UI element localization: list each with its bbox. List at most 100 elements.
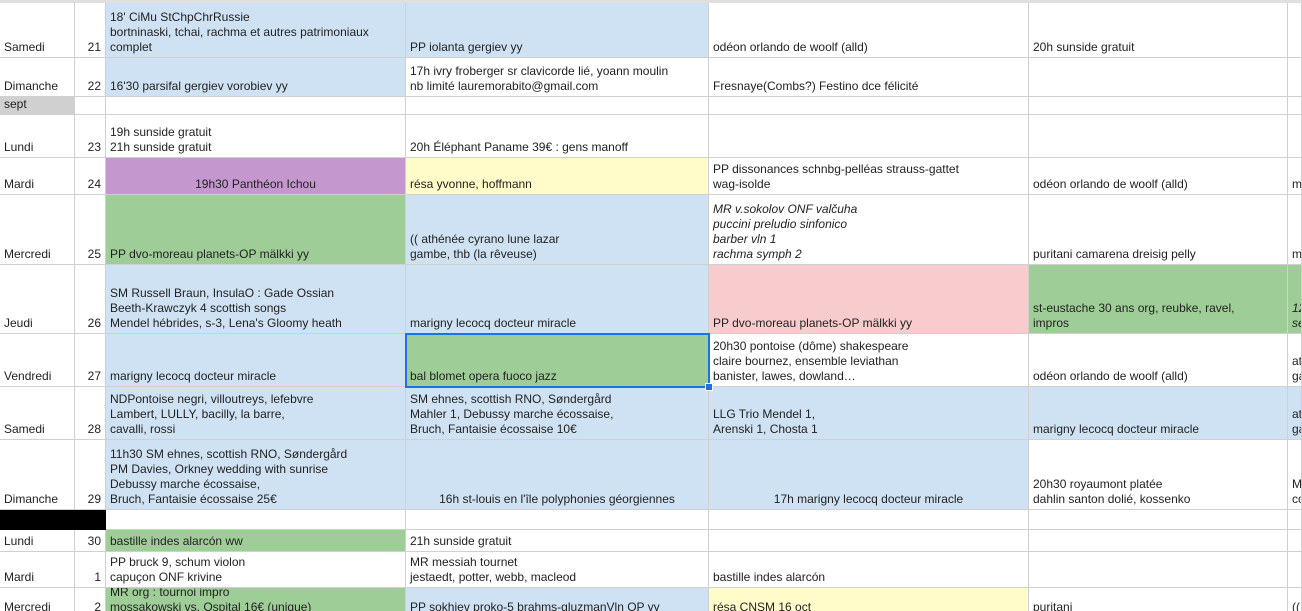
event-cell[interactable]: puritani camarena dreisig pelly: [1029, 195, 1288, 265]
event-cell[interactable]: PP sokhiev proko-5 brahms-gluzmanVln OP …: [406, 588, 709, 611]
event-cell[interactable]: 19h30 Panthéon Ichou: [106, 158, 406, 195]
event-cell[interactable]: [1029, 115, 1288, 158]
event-cell[interactable]: [1288, 530, 1302, 552]
event-cell[interactable]: 21h sunside gratuit: [406, 530, 709, 552]
day-number-cell[interactable]: 25: [75, 195, 106, 265]
event-cell[interactable]: [406, 97, 709, 115]
event-cell[interactable]: 17h marigny lecocq docteur miracle: [709, 440, 1029, 510]
event-cell[interactable]: bastille indes alarcón: [709, 552, 1029, 588]
event-cell[interactable]: [709, 530, 1029, 552]
event-cell[interactable]: [1288, 58, 1302, 97]
day-name-cell[interactable]: Mardi: [0, 158, 75, 195]
event-cell[interactable]: SM ehnes, scottish RNO, Søndergård Mahle…: [406, 387, 709, 440]
event-cell[interactable]: résa CNSM 16 oct: [709, 588, 1029, 611]
event-cell[interactable]: MR v.sokolov ONF valčuha puccini preludi…: [709, 195, 1029, 265]
event-cell[interactable]: [1029, 530, 1288, 552]
event-cell[interactable]: (( athénée cyrano lune lazar gambe, thb …: [406, 195, 709, 265]
event-cell[interactable]: PP dvo-moreau planets-OP mälkki yy: [709, 265, 1029, 334]
event-cell[interactable]: m: [1288, 195, 1302, 265]
day-name-cell[interactable]: Dimanche: [0, 440, 75, 510]
grid-top-border: [0, 0, 1302, 3]
event-cell[interactable]: st-eustache 30 ans org, reubke, ravel, i…: [1029, 265, 1288, 334]
event-cell[interactable]: 16h st-louis en l'île polyphonies géorgi…: [406, 440, 709, 510]
event-cell[interactable]: 11h30 SM ehnes, scottish RNO, Søndergård…: [106, 440, 406, 510]
day-name-cell[interactable]: Lundi: [0, 115, 75, 158]
event-cell[interactable]: [1029, 510, 1288, 530]
month-label-cell[interactable]: sept: [0, 97, 75, 115]
event-cell[interactable]: [1029, 58, 1288, 97]
event-cell[interactable]: puritani: [1029, 588, 1288, 611]
event-cell[interactable]: [1288, 115, 1302, 158]
day-number-cell[interactable]: 1: [75, 552, 106, 588]
event-cell[interactable]: [1029, 97, 1288, 115]
day-name-cell[interactable]: Mardi: [0, 552, 75, 588]
event-cell[interactable]: LLG Trio Mendel 1, Arenski 1, Chosta 1: [709, 387, 1029, 440]
day-name-cell[interactable]: Jeudi: [0, 265, 75, 334]
day-number-cell[interactable]: 21: [75, 3, 106, 58]
event-cell[interactable]: [1288, 3, 1302, 58]
event-cell[interactable]: 17h ivry froberger sr clavicorde lié, yo…: [406, 58, 709, 97]
event-cell[interactable]: marigny lecocq docteur miracle: [406, 265, 709, 334]
event-cell[interactable]: bastille indes alarcón ww: [106, 530, 406, 552]
event-cell[interactable]: 16'30 parsifal gergiev vorobiev yy: [106, 58, 406, 97]
day-number-cell[interactable]: 22: [75, 58, 106, 97]
event-cell[interactable]: 20h30 royaumont platée dahlin santon dol…: [1029, 440, 1288, 510]
day-name-cell[interactable]: Vendredi: [0, 334, 75, 387]
event-cell[interactable]: PP iolanta gergiev yy: [406, 3, 709, 58]
event-cell[interactable]: marigny lecocq docteur miracle: [106, 334, 406, 387]
day-number-cell[interactable]: [75, 97, 106, 115]
event-cell[interactable]: [1288, 97, 1302, 115]
event-cell[interactable]: 20h30 pontoise (dôme) shakespeare claire…: [709, 334, 1029, 387]
event-cell[interactable]: résa yvonne, hoffmann: [406, 158, 709, 195]
day-number-cell[interactable]: 28: [75, 387, 106, 440]
event-cell[interactable]: MR messiah tournet jestaedt, potter, web…: [406, 552, 709, 588]
event-cell[interactable]: PP dvo-moreau planets-OP mälkki yy: [106, 195, 406, 265]
event-cell[interactable]: 12 se: [1288, 265, 1302, 334]
event-cell[interactable]: M co: [1288, 440, 1302, 510]
day-name-cell[interactable]: Samedi: [0, 3, 75, 58]
day-name-cell[interactable]: Mercredi: [0, 588, 75, 611]
event-cell[interactable]: MR org : tournoi impro mossakowski vs. O…: [106, 588, 406, 611]
event-cell[interactable]: [1029, 552, 1288, 588]
event-cell[interactable]: ((: [1288, 588, 1302, 611]
event-cell[interactable]: odéon orlando de woolf (alld): [1029, 158, 1288, 195]
day-number-cell[interactable]: 26: [75, 265, 106, 334]
day-number-cell[interactable]: 27: [75, 334, 106, 387]
event-cell[interactable]: 19h sunside gratuit 21h sunside gratuit: [106, 115, 406, 158]
event-cell[interactable]: 20h sunside gratuit: [1029, 3, 1288, 58]
event-cell[interactable]: [1288, 510, 1302, 530]
day-name-cell[interactable]: Samedi: [0, 387, 75, 440]
event-cell[interactable]: m: [1288, 158, 1302, 195]
event-cell[interactable]: PP dissonances schnbg-pelléas strauss-ga…: [709, 158, 1029, 195]
day-number-cell[interactable]: 24: [75, 158, 106, 195]
event-cell[interactable]: PP bruck 9, schum violon capuçon ONF kri…: [106, 552, 406, 588]
event-cell[interactable]: 20h Éléphant Paname 39€ : gens manoff: [406, 115, 709, 158]
event-cell[interactable]: odéon orlando de woolf (alld): [709, 3, 1029, 58]
event-cell[interactable]: 18' CiMu StChpChrRussie bortninaski, tch…: [106, 3, 406, 58]
day-name-cell[interactable]: Lundi: [0, 530, 75, 552]
event-cell[interactable]: marigny lecocq docteur miracle: [1029, 387, 1288, 440]
day-number-cell[interactable]: 30: [75, 530, 106, 552]
event-cell[interactable]: [1288, 552, 1302, 588]
day-number-cell[interactable]: 29: [75, 440, 106, 510]
event-cell[interactable]: [709, 97, 1029, 115]
selection-fill-handle[interactable]: [705, 383, 713, 391]
event-cell[interactable]: bal blomet opera fuoco jazz: [405, 333, 710, 388]
event-cell[interactable]: at ga: [1288, 334, 1302, 387]
event-cell[interactable]: [709, 510, 1029, 530]
event-cell[interactable]: [106, 510, 406, 530]
event-cell[interactable]: [709, 115, 1029, 158]
event-cell[interactable]: odéon orlando de woolf (alld): [1029, 334, 1288, 387]
day-number-cell[interactable]: 2: [75, 588, 106, 611]
day-name-cell[interactable]: Dimanche: [0, 58, 75, 97]
day-name-cell[interactable]: Mercredi: [0, 195, 75, 265]
event-cell[interactable]: NDPontoise negri, villoutreys, lefebvre …: [106, 387, 406, 440]
event-cell[interactable]: [406, 510, 709, 530]
event-cell[interactable]: at ga: [1288, 387, 1302, 440]
event-cell[interactable]: [106, 97, 406, 115]
separator-row[interactable]: [0, 510, 106, 530]
event-cell[interactable]: SM Russell Braun, InsulaO : Gade Ossian …: [106, 265, 406, 334]
event-cell[interactable]: Fresnaye(Combs?) Festino dce félicité: [709, 58, 1029, 97]
day-number-cell[interactable]: 23: [75, 115, 106, 158]
